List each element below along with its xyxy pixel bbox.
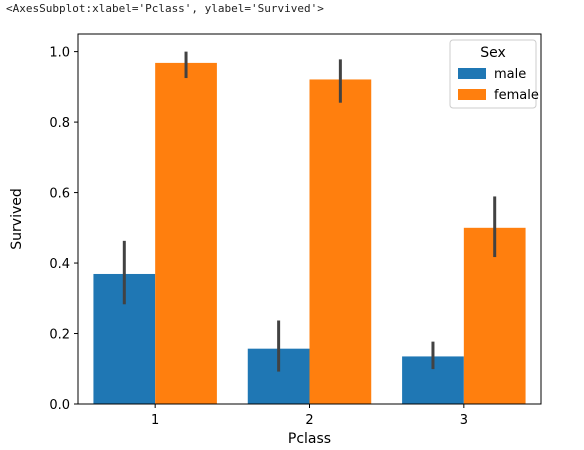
x-tick-label: 1	[151, 413, 159, 428]
y-tick-label: 0.6	[49, 187, 70, 202]
y-tick-label: 0.0	[49, 398, 70, 413]
y-tick-label: 0.2	[49, 328, 70, 343]
legend-title: Sex	[480, 45, 506, 61]
y-tick-label: 0.8	[49, 116, 70, 131]
y-tick-label: 0.4	[49, 257, 70, 272]
legend-label-male: male	[494, 67, 526, 82]
x-axis-label: Pclass	[288, 431, 331, 447]
y-axis-label: Survived	[9, 188, 25, 249]
legend-label-female: female	[494, 88, 539, 103]
y-axis-ticks: 0.0 0.2 0.4 0.6 0.8 1.0	[49, 46, 78, 413]
x-tick-label: 3	[460, 413, 468, 428]
legend: Sex male female	[449, 39, 539, 109]
legend-swatch-male	[458, 68, 486, 79]
legend-entries: male female	[458, 67, 539, 103]
x-axis-ticks: 1 2 3	[151, 404, 468, 428]
y-tick-label: 1.0	[49, 46, 70, 61]
bar-female-class-3	[463, 227, 526, 404]
x-tick-label: 2	[305, 413, 313, 428]
bar-female-class-2	[309, 79, 372, 404]
bars-layer	[93, 62, 526, 405]
error-bars-layer	[122, 51, 497, 372]
output-repr-text: <AxesSubplot:xlabel='Pclass', ylabel='Su…	[6, 2, 324, 15]
bar-female-class-1	[155, 62, 217, 405]
legend-swatch-female	[458, 89, 486, 100]
